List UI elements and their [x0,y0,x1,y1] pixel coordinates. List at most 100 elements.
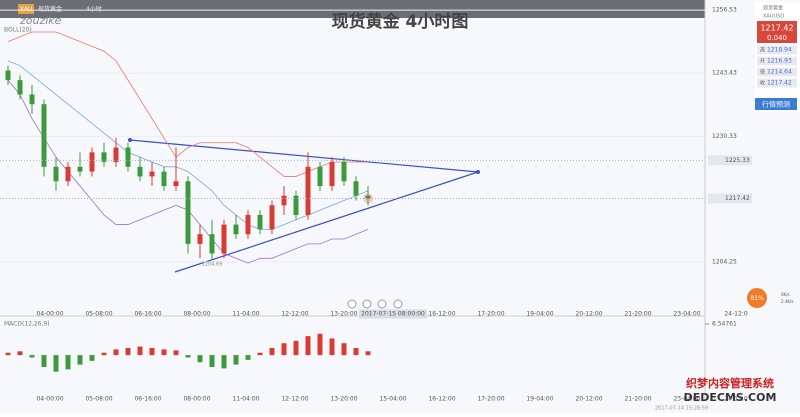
candle-body [365,195,371,199]
zoom-controls [347,299,403,309]
x-tick-label: 17-20:00 [477,396,504,403]
candle-body [197,234,203,244]
indicator: BOLL(20) [4,27,32,34]
x-tick-label: 23-04:00 [673,311,700,318]
candle-body [5,70,11,81]
macd-bar [305,336,311,356]
macd-bar [161,349,167,356]
candle-body [125,147,131,167]
trend-point [476,170,480,174]
macd-bar [29,355,35,358]
x-tick-label: 04-00:00 [36,396,63,403]
candle-body [173,181,179,187]
pause[interactable] [362,299,372,309]
x-tick-label: 11-04:00 [232,311,259,318]
candle-body [89,152,95,172]
button-label[interactable]: 行情预测 [762,100,790,109]
macd-bar [77,355,83,365]
candle-body [329,161,335,187]
forecast-button[interactable] [755,98,797,110]
stat-label: 开 [760,59,765,65]
macd-bar [197,355,203,363]
candle-body [353,181,359,196]
candle-body [245,214,251,235]
zoom-in[interactable] [393,299,403,309]
x-tick-label: 06-16:00 [134,311,161,318]
x-tick-label: 08-00:00 [183,311,210,318]
symbol: XAU [20,6,33,13]
macd-bar [149,347,155,356]
x-tick-label: 19-04:00 [526,396,553,403]
x-tick-label: 12-12:00 [281,311,308,318]
macd-bar [221,355,227,369]
panel-name: 现货黄金 [763,5,783,12]
macd-bar [113,349,119,356]
y-tick-label: 1243.43 [712,70,737,77]
candle-body [41,104,47,167]
y-tick-label: 6.54761 [712,321,737,328]
macd-bar [245,355,251,360]
macd-bar [293,340,299,356]
candle-body [29,94,35,105]
candle-body [305,166,311,215]
macd-bar [341,343,347,356]
x-highlight [359,309,428,319]
x-tick-label: 19-04:00 [526,311,553,318]
symbol-box [18,4,34,14]
last-glow [363,193,373,204]
candle-body [161,171,167,187]
watermark-2: DEDECMS.COM [684,391,777,404]
interval[interactable]: 4小时 [86,5,102,13]
macd-bar [233,355,239,365]
x-tick-label: 06-16:00 [134,396,161,403]
macd-bar [281,343,287,356]
x-tick-label: 20-12:00 [575,396,602,403]
price-tag [708,155,752,166]
x-tick-label: 15-04:00 [379,396,406,403]
stat-row [757,45,797,55]
trendline [174,171,479,273]
x-tick-label: 23-04:00 [673,396,700,403]
stat-row [757,67,797,77]
x-tick-label: 2017-07-15 08:00:00 [361,311,425,318]
x-tick-label: 13-20:00 [330,396,357,403]
macd-bar [53,355,59,372]
panel-change: 0.040 [767,34,787,42]
net-up: 0K/s [781,292,790,297]
candle-body [341,161,347,182]
macd-bar [101,352,107,356]
reset[interactable] [377,299,387,309]
macd-bar [173,350,179,356]
candle-body [293,195,299,215]
macd-bar [353,347,359,356]
net-down: 2.4K/s [781,299,793,304]
candle-body [53,166,59,182]
candle-body [185,181,191,244]
x-tick-label: 05-08:00 [85,396,112,403]
macd-bar [125,347,131,356]
candle-body [269,205,275,230]
x-tick-label: 16-12:00 [428,396,455,403]
candle-body [65,166,71,182]
trend-point [128,138,132,142]
badge [747,288,767,308]
stat-label: 高 [760,47,765,54]
x-tick-label: 21-20:00 [624,396,651,403]
zoom-out[interactable] [347,299,357,309]
macd-bar [65,355,71,370]
price-box [757,21,797,43]
symbol-name[interactable]: 现货黄金 [38,5,62,13]
stat-row [757,78,797,88]
candle-body [221,224,227,254]
x-tick-label: 17-20:00 [477,311,504,318]
stat-value: 1214.64 [767,69,792,76]
x-tick-label: 11-04:00 [232,396,259,403]
candle-body [17,80,23,95]
price-label: 1225.33 [725,157,750,164]
badge-text: 81% [750,295,764,302]
macd-bar [269,347,275,356]
macd-bar [17,351,23,356]
stat-row [757,56,797,66]
